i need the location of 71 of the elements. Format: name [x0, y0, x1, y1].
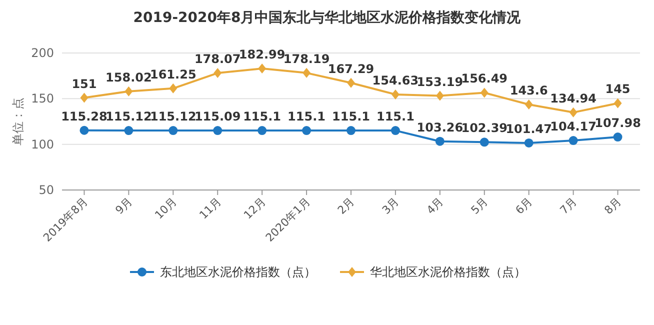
data-label: 134.94 [550, 91, 596, 106]
x-tick-label: 7月 [558, 194, 580, 217]
data-label: 107.98 [594, 116, 641, 130]
y-tick-label: 150 [31, 92, 54, 106]
data-label: 182.99 [238, 48, 286, 62]
point [569, 107, 578, 118]
x-tick-label: 2月 [335, 194, 358, 217]
data-label: 115.12 [150, 110, 196, 124]
point [214, 68, 222, 78]
point [391, 89, 400, 100]
data-label: 102.39 [461, 121, 508, 136]
point [346, 126, 356, 136]
point [390, 126, 400, 136]
x-tick-label: 11月 [196, 194, 224, 222]
point [124, 86, 133, 96]
data-label: 178.07 [194, 52, 241, 66]
point [169, 83, 178, 94]
data-label: 145 [605, 82, 630, 96]
point [258, 64, 266, 74]
y-tick-label: 200 [31, 46, 54, 60]
x-tick-label: 5月 [468, 194, 491, 217]
point [435, 136, 444, 146]
point [614, 98, 622, 108]
point [613, 132, 622, 142]
point [124, 126, 134, 136]
point [302, 126, 312, 136]
x-tick-label: 12月 [241, 194, 268, 222]
x-tick-label: 10月 [152, 194, 180, 222]
x-tick-label: 3月 [380, 194, 402, 217]
data-label: 151 [72, 76, 97, 91]
x-tick-label: 6月 [513, 194, 535, 217]
data-label: 115.1 [288, 110, 326, 124]
x-tick-label: 4月 [424, 194, 446, 217]
point [258, 126, 267, 136]
point [436, 90, 444, 101]
data-label: 158.02 [106, 70, 152, 84]
legend-label: 东北地区水泥价格指数（点） [160, 265, 316, 279]
point [568, 136, 578, 146]
point [302, 68, 311, 78]
x-tick-label: 8月 [602, 194, 624, 217]
data-label: 154.63 [372, 73, 419, 88]
point [168, 126, 178, 136]
legend-label: 华北地区水泥价格指数（点） [370, 265, 526, 279]
data-label: 153.19 [416, 74, 464, 89]
data-label: 103.26 [416, 120, 464, 134]
data-label: 115.1 [376, 110, 414, 124]
data-label: 115.12 [106, 110, 152, 124]
point [524, 100, 533, 110]
chart-title: 2019-2020年8月中国东北与华北地区水泥价格指数变化情况 [133, 9, 522, 26]
data-label: 178.19 [283, 52, 330, 66]
data-label: 104.17 [550, 120, 596, 134]
data-label: 115.28 [61, 109, 108, 124]
point [524, 138, 534, 148]
data-label: 143.6 [510, 84, 548, 98]
y-tick-label: 50 [38, 183, 54, 197]
point [347, 78, 355, 88]
y-axis-title: 单位：点 [11, 98, 25, 146]
data-label: 156.49 [461, 72, 508, 86]
point [80, 126, 89, 135]
point [480, 88, 488, 98]
y-tick-label: 100 [31, 137, 54, 152]
data-label: 167.29 [328, 62, 374, 76]
x-tick-label: 9月 [112, 194, 135, 217]
point [213, 126, 222, 136]
data-label: 115.09 [194, 110, 241, 124]
data-label: 161.25 [150, 67, 196, 82]
data-label: 101.47 [506, 122, 552, 136]
data-label: 115.1 [332, 110, 370, 124]
point [480, 138, 489, 147]
point [80, 92, 88, 103]
data-label: 115.1 [243, 110, 282, 124]
